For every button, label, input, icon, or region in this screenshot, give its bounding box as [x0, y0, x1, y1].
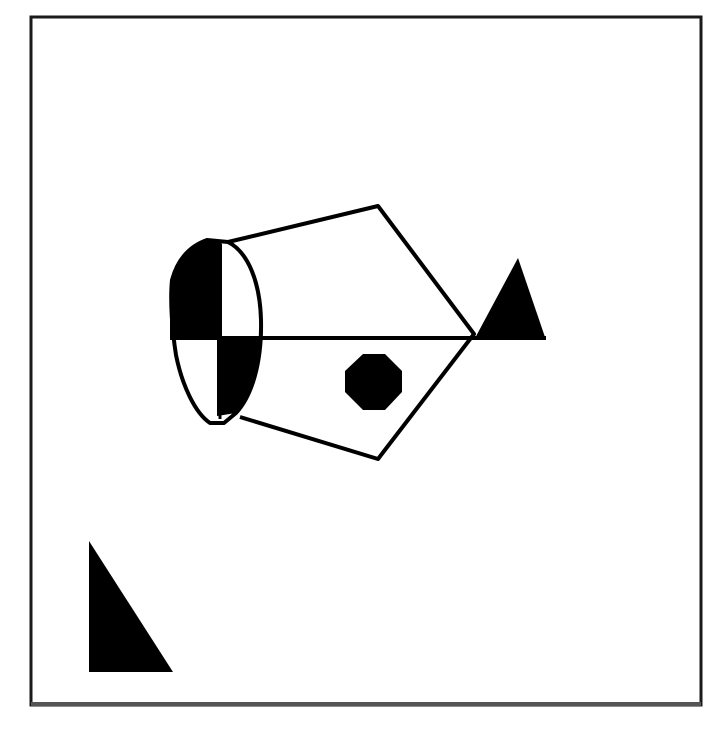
- bottom-left-black-triangle: [89, 541, 173, 672]
- pentagon-body-outline: [227, 204, 476, 461]
- left-segment-bottom-right-fill: [217, 339, 260, 416]
- left-segment-top-left-fill: [170, 240, 222, 339]
- right-black-triangle: [474, 258, 546, 340]
- left-segment-outline: [169, 238, 264, 425]
- black-octagon: [345, 354, 402, 410]
